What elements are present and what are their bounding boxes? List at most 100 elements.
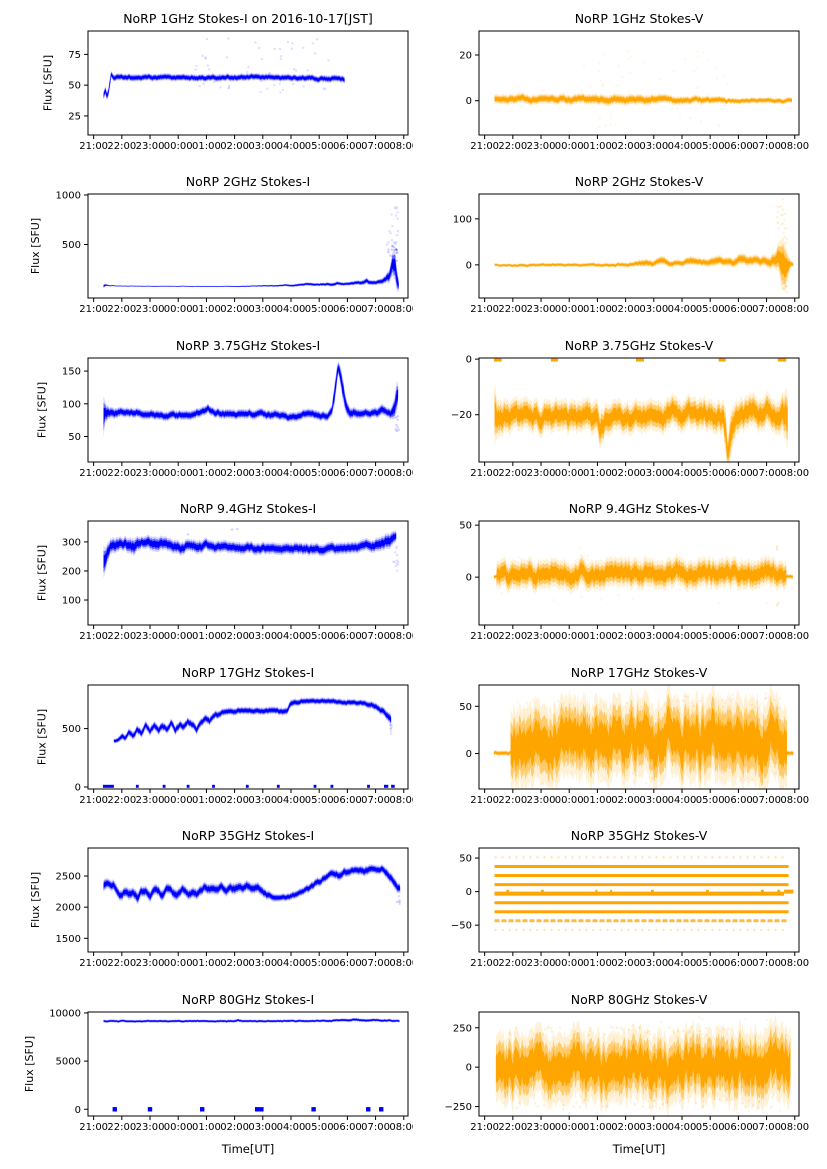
data-point bbox=[393, 206, 396, 210]
data-point bbox=[603, 706, 606, 709]
data-point bbox=[785, 241, 788, 244]
x-tick-label: 04:00 bbox=[277, 304, 306, 315]
y-tick-label: 0 bbox=[466, 573, 472, 584]
y-tick-label: 10000 bbox=[49, 1008, 81, 1019]
x-tick-label: 06:00 bbox=[724, 795, 753, 806]
x-tick-label: 00:00 bbox=[555, 468, 584, 479]
x-tick-label: 03:00 bbox=[248, 958, 277, 969]
data-point bbox=[573, 1029, 576, 1033]
data-point bbox=[397, 895, 400, 898]
y-axis-label: Flux [SFU] bbox=[35, 382, 48, 438]
data-point bbox=[292, 67, 296, 71]
data-point bbox=[704, 1027, 708, 1030]
x-tick-label: 03:00 bbox=[248, 631, 277, 642]
data-point bbox=[647, 1030, 651, 1033]
data-point bbox=[746, 769, 749, 773]
data-point bbox=[723, 1028, 726, 1031]
x-tick-label: 08:00 bbox=[389, 1122, 413, 1133]
x-tick-label: 22:00 bbox=[107, 141, 136, 152]
subplot-norp-80ghz-stokes-v: 21:00 22:00 23:00 00:00 01:00 02:00 03:00 04:00… bbox=[445, 992, 810, 1156]
data-point bbox=[615, 1026, 619, 1029]
data-point bbox=[387, 241, 390, 244]
x-tick-label: 22:00 bbox=[107, 795, 136, 806]
subplot-norp-35ghz-stokes-v: 21:00 22:00 23:00 00:00 01:00 02:00 03:00 04:00… bbox=[451, 828, 809, 969]
x-tick-label: 08:00 bbox=[389, 958, 413, 969]
y-axis-label: Flux [SFU] bbox=[29, 872, 42, 928]
data-point bbox=[619, 1026, 622, 1030]
y-tick-label: 150 bbox=[62, 367, 81, 378]
data-point bbox=[390, 726, 393, 729]
data-point bbox=[660, 1020, 663, 1024]
plot-title: NoRP 2GHz Stokes-V bbox=[575, 174, 704, 189]
x-tick-label: 06:00 bbox=[724, 958, 753, 969]
data-point bbox=[638, 1025, 641, 1029]
x-tick-label: 04:00 bbox=[277, 468, 306, 479]
x-tick-label: 23:00 bbox=[527, 141, 556, 152]
data-point bbox=[195, 64, 198, 68]
data-point bbox=[672, 1031, 675, 1034]
data-point bbox=[785, 275, 788, 278]
x-tick-label: 21:00 bbox=[79, 468, 108, 479]
data-point bbox=[751, 703, 754, 706]
data-point bbox=[572, 1105, 575, 1108]
subplot-norp-35ghz-stokes-i: 21:00 22:00 23:00 00:00 01:00 02:00 03:00 04:00… bbox=[29, 828, 413, 969]
data-point bbox=[747, 1099, 751, 1102]
y-tick-label: 2000 bbox=[56, 903, 81, 914]
data-point bbox=[502, 1101, 505, 1105]
x-tick-label: 21:00 bbox=[79, 141, 108, 152]
data-point bbox=[600, 780, 603, 783]
data-point bbox=[389, 727, 392, 730]
x-tick-label: 03:00 bbox=[639, 958, 668, 969]
data-point bbox=[702, 97, 706, 101]
data-point bbox=[688, 1030, 692, 1033]
data-point bbox=[616, 84, 619, 88]
data-point bbox=[621, 75, 624, 79]
x-tick-label: 07:00 bbox=[361, 958, 390, 969]
data-point bbox=[227, 86, 231, 89]
x-tick-label: 22:00 bbox=[498, 304, 527, 315]
x-tick-label: 05:00 bbox=[696, 468, 725, 479]
data-point bbox=[629, 55, 633, 58]
data-point bbox=[554, 779, 558, 783]
data-band bbox=[494, 398, 788, 459]
x-tick-label: 03:00 bbox=[639, 1122, 668, 1133]
data-point bbox=[629, 71, 632, 74]
data-point bbox=[327, 59, 330, 62]
data-point bbox=[392, 560, 395, 564]
plot-area bbox=[494, 198, 794, 294]
data-point bbox=[213, 80, 216, 84]
data-point bbox=[395, 248, 398, 252]
data-point bbox=[206, 64, 209, 67]
x-tick-label: 07:00 bbox=[752, 304, 781, 315]
data-point bbox=[781, 198, 785, 201]
data-point bbox=[647, 1100, 650, 1103]
data-point bbox=[398, 900, 401, 904]
x-tick-label: 05:00 bbox=[696, 631, 725, 642]
data-point bbox=[394, 547, 398, 550]
x-tick-label: 02:00 bbox=[611, 468, 640, 479]
data-point bbox=[689, 107, 692, 110]
data-point bbox=[759, 773, 762, 776]
data-point bbox=[578, 1106, 582, 1109]
data-point bbox=[546, 1026, 549, 1030]
data-point bbox=[580, 595, 583, 599]
data-point bbox=[500, 592, 503, 595]
data-point bbox=[396, 415, 400, 418]
data-point bbox=[775, 547, 779, 551]
x-tick-label: 08:00 bbox=[389, 468, 413, 479]
y-tick-label: 50 bbox=[459, 854, 472, 865]
x-tick-label: 06:00 bbox=[333, 958, 362, 969]
data-point bbox=[266, 87, 269, 90]
x-tick-label: 01:00 bbox=[192, 1122, 221, 1133]
data-point bbox=[661, 96, 665, 99]
data-point bbox=[698, 699, 702, 703]
data-point bbox=[578, 547, 581, 550]
data-point bbox=[394, 416, 398, 419]
data-point bbox=[715, 77, 719, 80]
x-tick-label: 22:00 bbox=[107, 958, 136, 969]
data-point bbox=[604, 1033, 607, 1036]
data-point bbox=[390, 724, 393, 727]
data-point bbox=[387, 250, 390, 254]
x-tick-label: 21:00 bbox=[470, 304, 499, 315]
x-tick-label: 07:00 bbox=[361, 141, 390, 152]
